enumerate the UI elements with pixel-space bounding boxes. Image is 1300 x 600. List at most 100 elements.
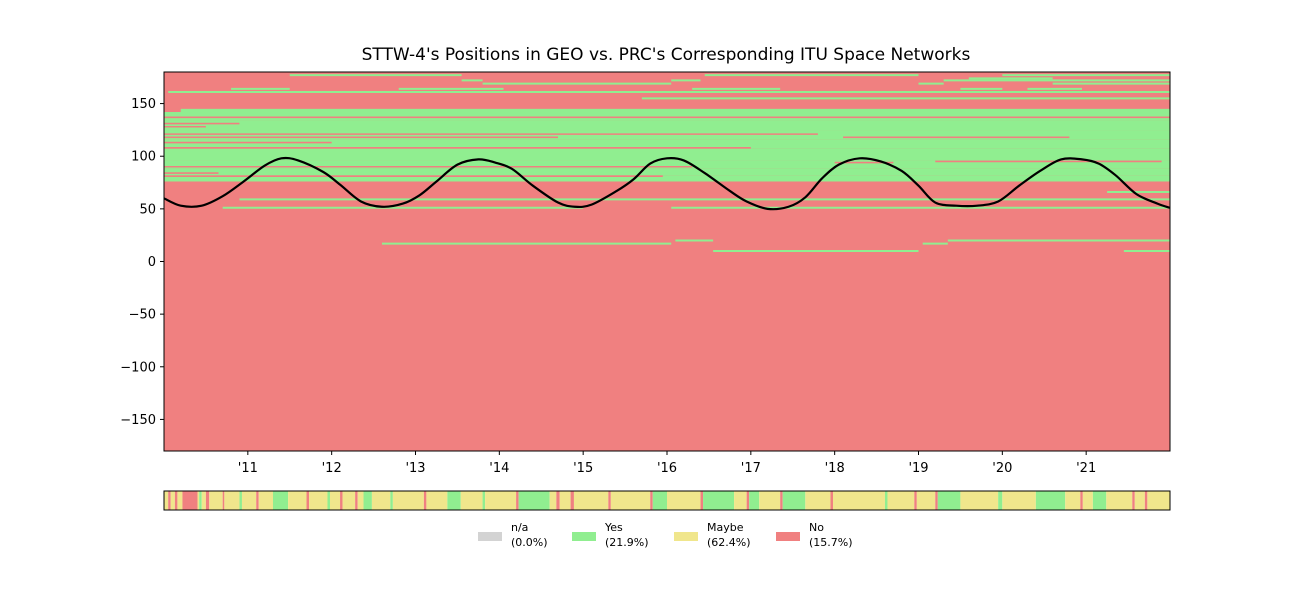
strip-segment-maybe: [805, 491, 831, 510]
strip-segment-no: [746, 491, 750, 510]
yes-band: [164, 160, 1170, 169]
strip-segment-yes: [482, 491, 486, 510]
strip-segment-maybe: [734, 491, 747, 510]
strip-segment-no: [570, 491, 574, 510]
strip-segment-maybe: [759, 491, 781, 510]
legend-share-yes: (21.9%): [605, 536, 649, 549]
legend: n/a (0.0%) Yes (21.9%) Maybe (62.4%) No (15.7%): [478, 521, 853, 549]
strip-segment-maybe: [392, 491, 424, 510]
strip-segment-no: [516, 491, 519, 510]
y-tick-label: −100: [120, 360, 156, 375]
x-tick-label: '19: [908, 461, 928, 476]
strip-segment-no: [306, 491, 310, 510]
x-tick-label: '20: [992, 461, 1012, 476]
strip-segment-maybe: [832, 491, 885, 510]
strip-segment-yes: [652, 491, 667, 510]
yes-band: [164, 175, 1170, 182]
strip-segment-maybe: [1082, 491, 1093, 510]
yes-band: [164, 139, 1170, 149]
strip-segment-maybe: [549, 491, 557, 510]
yes-band: [164, 130, 1170, 140]
strip-segment-yes: [782, 491, 806, 510]
strip-segment-yes: [199, 491, 202, 510]
legend-share-maybe: (62.4%): [707, 536, 751, 549]
strip-segment-yes: [703, 491, 735, 510]
strip-segment-no: [222, 491, 225, 510]
strip-segment-no: [556, 491, 560, 510]
strip-segment-maybe: [610, 491, 651, 510]
strip-segment-maybe: [485, 491, 517, 510]
y-tick-label: −50: [129, 308, 156, 323]
legend-label-maybe: Maybe: [707, 521, 744, 534]
strip-segment-maybe: [258, 491, 273, 510]
yes-band: [164, 148, 1170, 161]
legend-swatch-na: [478, 532, 502, 541]
strip-segment-no: [1132, 491, 1135, 510]
strip-segment-maybe: [667, 491, 701, 510]
strip-segment-no: [182, 491, 198, 510]
strip-segment-maybe: [241, 491, 257, 510]
strip-segment-yes: [1092, 491, 1107, 510]
strip-segment-maybe: [960, 491, 999, 510]
x-tick-label: '21: [1076, 461, 1096, 476]
strip-segment-no: [340, 491, 343, 510]
strip-segment-maybe: [224, 491, 240, 510]
x-tick-label: '15: [573, 461, 593, 476]
strip-segment-no: [608, 491, 611, 510]
legend-share-na: (0.0%): [511, 536, 548, 549]
strip-segment-yes: [363, 491, 372, 510]
strip-segment-maybe: [201, 491, 206, 510]
strip-segment-no: [256, 491, 259, 510]
strip-segment-maybe: [170, 491, 175, 510]
y-tick-label: 150: [131, 97, 156, 112]
strip-segment-maybe: [288, 491, 307, 510]
strip-segment-maybe: [1065, 491, 1081, 510]
strip-segment-no: [355, 491, 358, 510]
strip-segment-yes: [749, 491, 760, 510]
legend-swatch-yes: [572, 532, 596, 541]
x-tick-label: '12: [322, 461, 342, 476]
y-tick-label: 100: [131, 150, 156, 165]
strip-segment-yes: [937, 491, 961, 510]
strip-segment-no: [650, 491, 653, 510]
strip-segment-yes: [239, 491, 242, 510]
x-tick-label: '13: [405, 461, 425, 476]
x-tick-label: '11: [238, 461, 258, 476]
strip-segment-no: [935, 491, 938, 510]
strip-segment-maybe: [177, 491, 183, 510]
strip-segment-maybe: [916, 491, 936, 510]
strip-segment-maybe: [426, 491, 448, 510]
legend-share-no: (15.7%): [809, 536, 853, 549]
legend-label-no: No: [809, 521, 824, 534]
strip-segment-yes: [447, 491, 461, 510]
x-tick-label: '18: [825, 461, 845, 476]
legend-label-yes: Yes: [604, 521, 623, 534]
legend-swatch-no: [776, 532, 800, 541]
strip-segment-maybe: [357, 491, 364, 510]
yes-band: [164, 112, 1170, 121]
strip-segment-maybe: [209, 491, 223, 510]
strip-segment-no: [830, 491, 833, 510]
strip-segment-no: [1144, 491, 1148, 510]
yes-band: [180, 108, 1170, 113]
strip-segment-maybe: [371, 491, 391, 510]
strip-segment-maybe: [1134, 491, 1145, 510]
strip-segment-yes: [518, 491, 550, 510]
plot-area: [163, 71, 1171, 452]
strip-segment-yes: [327, 491, 330, 510]
strip-segment-no: [168, 491, 171, 510]
strip-segment-no: [914, 491, 917, 510]
strip-segment-no: [174, 491, 178, 510]
strip-segment-yes: [998, 491, 1003, 510]
strip-segment-maybe: [559, 491, 571, 510]
strip-segment-maybe: [164, 491, 169, 510]
yes-band: [164, 120, 1170, 131]
strip-segment-yes: [272, 491, 289, 510]
x-axis: '11 '12 '13 '14 '15 '16 '17 '18 '19 '20 '21: [238, 451, 1096, 476]
strip-segment-no: [205, 491, 210, 510]
strip-segment-maybe: [460, 491, 483, 510]
x-tick-label: '17: [741, 461, 761, 476]
x-tick-label: '14: [489, 461, 509, 476]
strip-segment-no: [700, 491, 704, 510]
status-strip: [163, 490, 1171, 511]
